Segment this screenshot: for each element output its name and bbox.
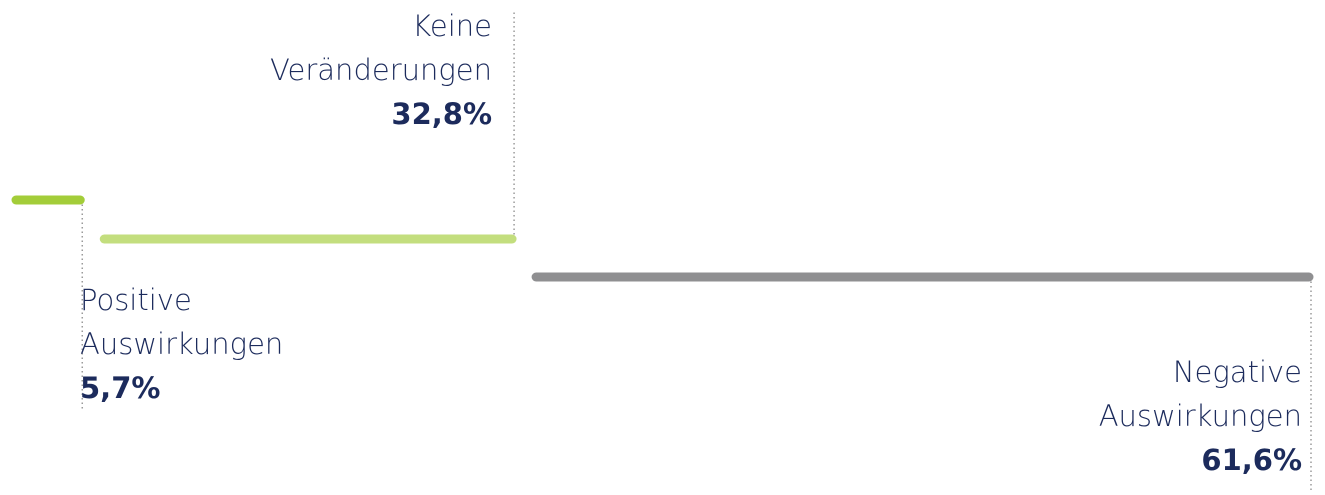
value-label: 61,6% [1201,443,1302,477]
segment-label: Keine Veränderungen 32,8% [232,4,492,136]
value-label: 5,7% [80,371,161,405]
category-label: Keine Veränderungen [269,9,492,87]
category-label: Negative Auswirkungen [1098,355,1302,433]
value-label: 32,8% [391,97,492,131]
segment-label: Positive Auswirkungen 5,7% [80,278,340,410]
segment-label: Negative Auswirkungen 61,6% [1042,350,1302,482]
category-label: Positive Auswirkungen [80,283,284,361]
